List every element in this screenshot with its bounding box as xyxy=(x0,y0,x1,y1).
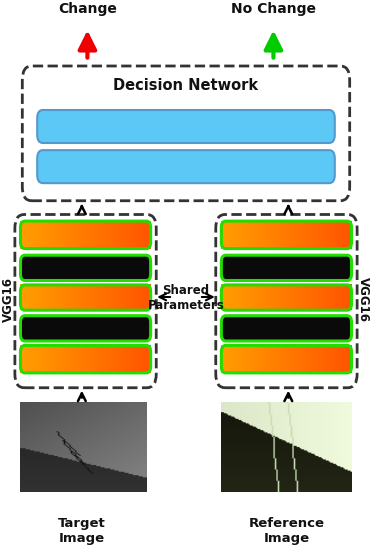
FancyBboxPatch shape xyxy=(216,214,357,388)
FancyBboxPatch shape xyxy=(221,316,352,341)
FancyBboxPatch shape xyxy=(20,316,151,341)
FancyBboxPatch shape xyxy=(22,66,350,201)
Text: VGG16: VGG16 xyxy=(2,277,15,322)
FancyBboxPatch shape xyxy=(37,110,335,143)
FancyBboxPatch shape xyxy=(15,214,156,388)
FancyBboxPatch shape xyxy=(20,255,151,280)
Text: Reference
Image: Reference Image xyxy=(248,517,324,545)
FancyBboxPatch shape xyxy=(221,255,352,280)
Text: Shared
Parameters: Shared Parameters xyxy=(148,284,224,312)
Text: Change: Change xyxy=(58,3,117,16)
Text: Decision Network: Decision Network xyxy=(113,78,259,93)
FancyBboxPatch shape xyxy=(37,150,335,183)
Text: No Change: No Change xyxy=(231,3,316,16)
Text: Target
Image: Target Image xyxy=(58,517,106,545)
Text: VGG16: VGG16 xyxy=(357,277,370,322)
